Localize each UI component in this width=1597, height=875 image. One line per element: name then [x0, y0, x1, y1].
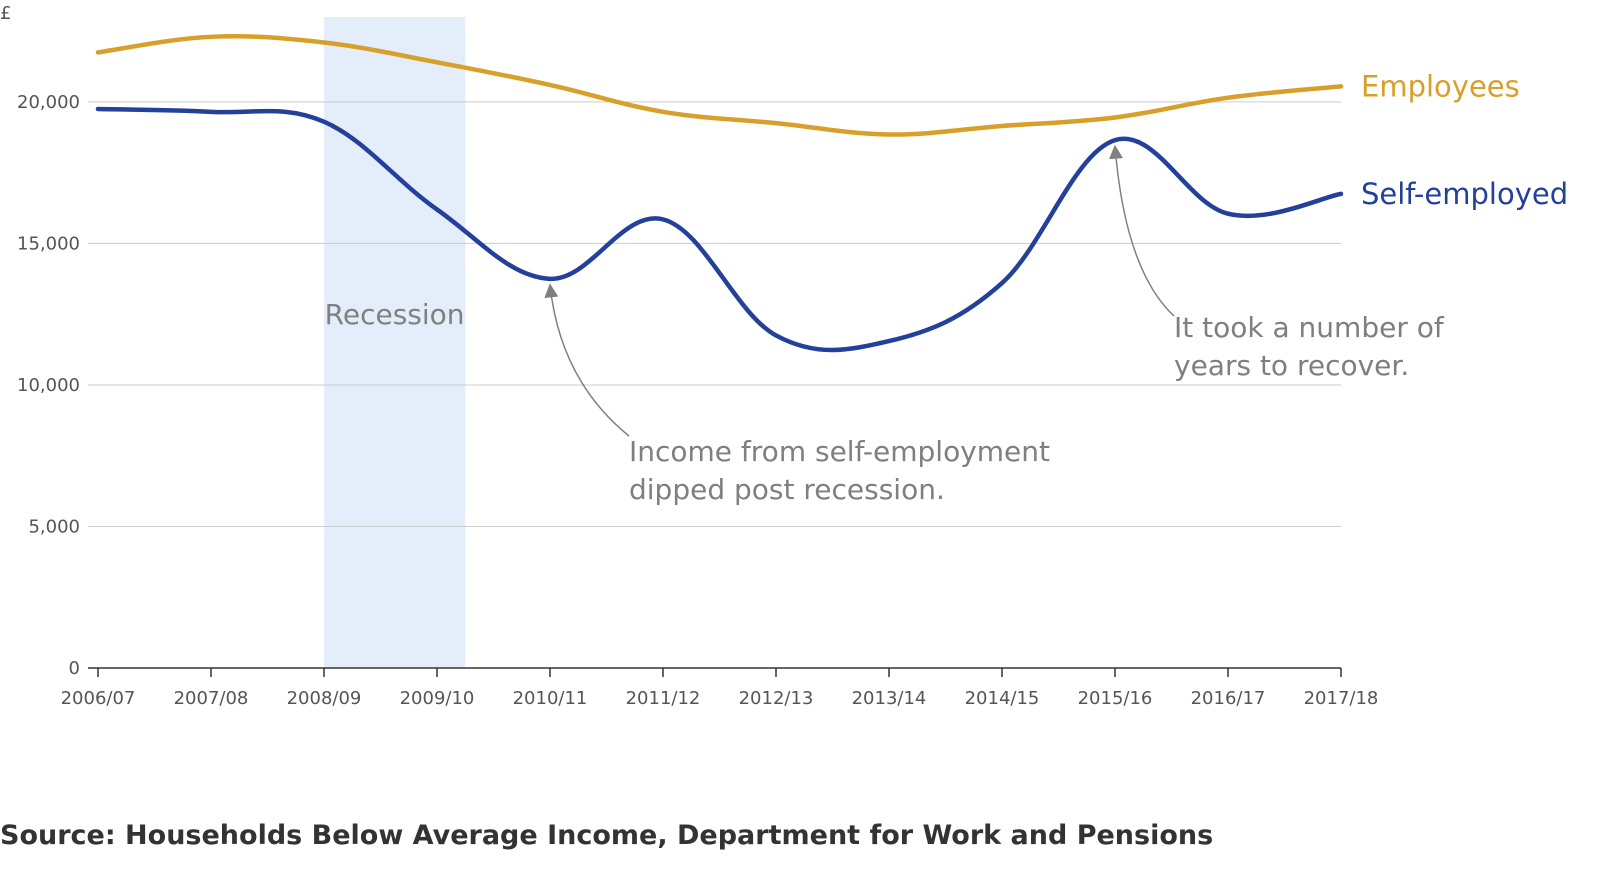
data-point-self-employed — [1226, 211, 1230, 216]
recession-band-layer: Recession — [324, 17, 466, 668]
data-point-self-employed — [548, 276, 552, 281]
y-tick-label: 15,000 — [17, 233, 80, 254]
recession-band — [324, 17, 466, 668]
data-point-self-employed — [1339, 191, 1343, 196]
income-line-chart: Recession 0 5,000 10,000 15,000 20,000 £2006/… — [0, 3, 1568, 709]
annotation-line: Income from self-employment — [629, 435, 1050, 468]
data-point-employees — [209, 34, 213, 39]
data-point-employees — [435, 60, 439, 65]
x-tick-label: 2009/10 — [400, 688, 475, 709]
data-point-employees — [322, 40, 326, 45]
data-point-employees — [1000, 123, 1004, 128]
x-tick-label: 2011/12 — [626, 688, 701, 709]
data-point-employees — [887, 132, 891, 137]
data-point-employees — [548, 82, 552, 87]
series-label-self-employed: Self-employed — [1361, 177, 1568, 211]
data-point-employees — [661, 109, 665, 114]
annotation-text: Income from self-employment dipped post r… — [629, 435, 1050, 506]
data-point-self-employed — [774, 333, 778, 338]
x-tick-label: 2015/16 — [1078, 688, 1153, 709]
series-lines: Employees Self-employed — [95, 34, 1568, 353]
x-tick-label: 2012/13 — [739, 688, 814, 709]
annotation-arrow — [544, 283, 630, 437]
annotation-line: dipped post recession. — [629, 473, 945, 506]
data-point-self-employed — [887, 339, 891, 344]
annotation-text: It took a number of years to recover. — [1174, 311, 1445, 382]
y-unit-label: £ — [0, 3, 11, 24]
series-label-employees: Employees — [1361, 69, 1520, 103]
y-tick-label: 5,000 — [28, 516, 80, 537]
x-tick-label: 2017/18 — [1304, 688, 1379, 709]
data-point-self-employed — [322, 119, 326, 124]
data-point-employees — [1113, 115, 1117, 120]
series-line-employees — [95, 34, 1344, 137]
data-point-self-employed — [1000, 281, 1004, 286]
x-tick-label: 2013/14 — [852, 688, 927, 709]
y-tick-label: 0 — [69, 658, 80, 679]
x-tick-label: 2010/11 — [513, 688, 588, 709]
y-tick-label: 20,000 — [17, 92, 80, 113]
data-point-employees — [774, 121, 778, 126]
data-point-employees — [96, 50, 100, 55]
source-note: Source: Households Below Average Income,… — [0, 820, 1214, 851]
data-point-self-employed — [435, 207, 439, 212]
data-point-employees — [1226, 95, 1230, 100]
data-point-self-employed — [661, 217, 665, 222]
series-line-self-employed — [95, 106, 1344, 353]
y-tick-label: 10,000 — [17, 375, 80, 396]
annotations: Income from self-employment dipped post r… — [544, 144, 1445, 506]
axes: 0 5,000 10,000 15,000 20,000 £2006/07 2007/08 2… — [0, 3, 1378, 709]
annotation-arrow — [1109, 144, 1175, 317]
data-point-self-employed — [1113, 138, 1117, 143]
data-point-employees — [1339, 84, 1343, 89]
gridlines — [88, 101, 1341, 527]
x-tick-label: 2007/08 — [174, 688, 249, 709]
annotation-line: It took a number of — [1174, 311, 1445, 344]
data-point-self-employed — [96, 106, 100, 111]
x-tick-label: 2006/07 — [61, 688, 136, 709]
x-tick-label: 2014/15 — [965, 688, 1040, 709]
recession-label: Recession — [325, 298, 465, 331]
x-tick-label: 2008/09 — [287, 688, 362, 709]
x-tick-label: 2016/17 — [1191, 688, 1266, 709]
annotation-line: years to recover. — [1174, 349, 1409, 382]
data-point-self-employed — [209, 109, 213, 114]
